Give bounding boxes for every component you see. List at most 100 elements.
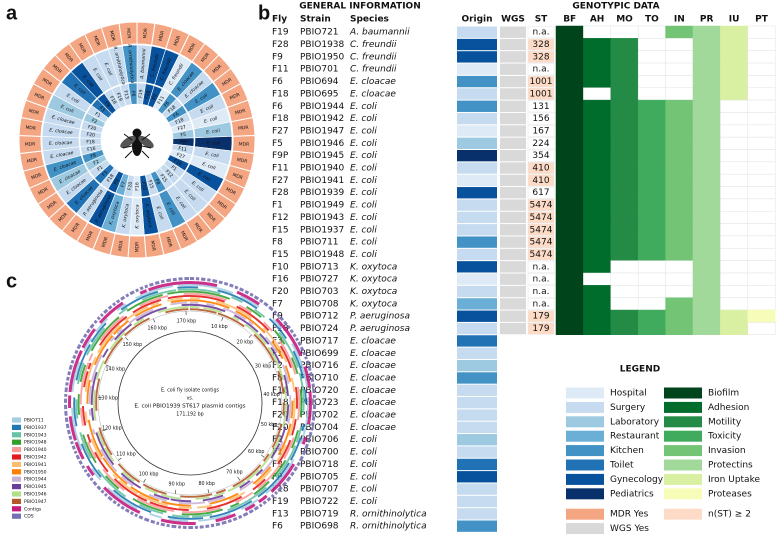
ring-arc [238, 515, 242, 519]
gene-cell [720, 162, 747, 174]
legend-swatch [12, 432, 21, 437]
species: E. coli [350, 250, 377, 260]
gene-cell [720, 63, 747, 75]
fly-id: F5 [272, 139, 283, 149]
gene-cell [748, 285, 775, 297]
legend-label: PBIO1946 [24, 492, 47, 498]
tick-mark [238, 477, 240, 480]
ring-arc [177, 286, 190, 289]
origin-cell [457, 496, 497, 507]
species: C. freundii [350, 52, 397, 62]
legend-swatch [12, 462, 21, 467]
gene-cell [748, 236, 775, 248]
gene-cell [693, 236, 720, 248]
ring-arc [188, 526, 193, 529]
gene-cell [666, 26, 693, 38]
strain-id: PBIO1942 [300, 114, 344, 124]
fly-label: F16 [135, 182, 141, 191]
gene-cell [693, 88, 720, 100]
fly-id: F8 [272, 238, 283, 248]
gene-cell [556, 298, 583, 310]
strain-id: PBIO707 [300, 485, 339, 495]
ring-arc [65, 382, 68, 386]
strain-id: PBIO708 [300, 299, 339, 309]
ring-arc [184, 293, 190, 295]
gene-cell [720, 261, 747, 273]
gene-cell [583, 100, 610, 112]
gene-cell [638, 75, 665, 87]
st-value: 328 [532, 52, 549, 62]
gene-cell [583, 298, 610, 310]
fly-id: F9P [272, 151, 289, 161]
legend-swatch [664, 509, 702, 520]
gene-cell [611, 162, 638, 174]
gene-cell [611, 322, 638, 334]
tick-mark [175, 490, 176, 494]
species: E. cloacae [350, 89, 396, 99]
gene-cell [611, 248, 638, 260]
gene-cell [556, 26, 583, 38]
legend-swatch [12, 499, 21, 504]
fly-label: F20 [86, 132, 95, 139]
legend-label: Toxicity [707, 432, 742, 442]
wgs-cell [500, 212, 526, 223]
center-text: vs. [187, 397, 194, 402]
st-value: 179 [532, 324, 549, 334]
wgs-cell [500, 39, 526, 50]
ring-arc [65, 417, 69, 422]
tick-label: 150 kbp [123, 342, 143, 348]
fly-label: F18 [86, 139, 95, 145]
ring-arc [171, 525, 176, 529]
species: E. cloacae [350, 423, 396, 433]
species: P. aeruginosa [350, 312, 410, 322]
gene-cell [556, 75, 583, 87]
ring-arc [239, 287, 244, 291]
gene-cell [556, 137, 583, 149]
gene-cell [611, 100, 638, 112]
tick-mark [153, 319, 155, 323]
ring-arc [173, 278, 177, 281]
species: E. coli [350, 188, 377, 198]
origin-cell [457, 286, 497, 297]
strain-id: PBIO1950 [300, 52, 345, 62]
legend-label: CDS [24, 514, 34, 520]
species: E. cloacae [350, 373, 396, 383]
gene-cell [666, 100, 693, 112]
ring-arc [290, 471, 295, 476]
tick-mark [208, 489, 209, 493]
column-header: IU [729, 15, 740, 25]
legend-label: Proteases [708, 489, 752, 499]
gene-cell [693, 100, 720, 112]
column-header: ST [535, 15, 548, 25]
ring-arc [249, 293, 253, 297]
st-value: 224 [532, 139, 549, 149]
gene-cell [611, 261, 638, 273]
legend-swatch [12, 491, 21, 496]
gene-cell [583, 261, 610, 273]
origin-cell [457, 138, 497, 149]
st-value: 1001 [530, 77, 553, 87]
mdr-label: MDR [142, 28, 149, 39]
gene-cell [583, 248, 610, 260]
legend-label: Toilet [609, 461, 634, 471]
ring-arc [291, 378, 295, 392]
ring-arc [312, 416, 315, 421]
origin-cell [457, 76, 497, 87]
gene-cell [720, 26, 747, 38]
ring-arc [83, 333, 87, 338]
gene-cell [638, 51, 665, 63]
gene-cell [638, 248, 665, 260]
gene-cell [611, 273, 638, 285]
species: E. coli [350, 435, 377, 445]
legend-swatch [12, 469, 21, 474]
gene-cell [666, 137, 693, 149]
gene-cell [666, 199, 693, 211]
tick-label: 50 kbp [261, 422, 278, 428]
gene-cell [720, 38, 747, 50]
ring-arc [195, 526, 198, 529]
fly-id: F28 [272, 40, 289, 50]
gene-cell [720, 248, 747, 260]
fly-id: F6 [272, 102, 283, 112]
species: K. oxytoca [350, 287, 397, 297]
fly-id: F27 [272, 126, 289, 136]
